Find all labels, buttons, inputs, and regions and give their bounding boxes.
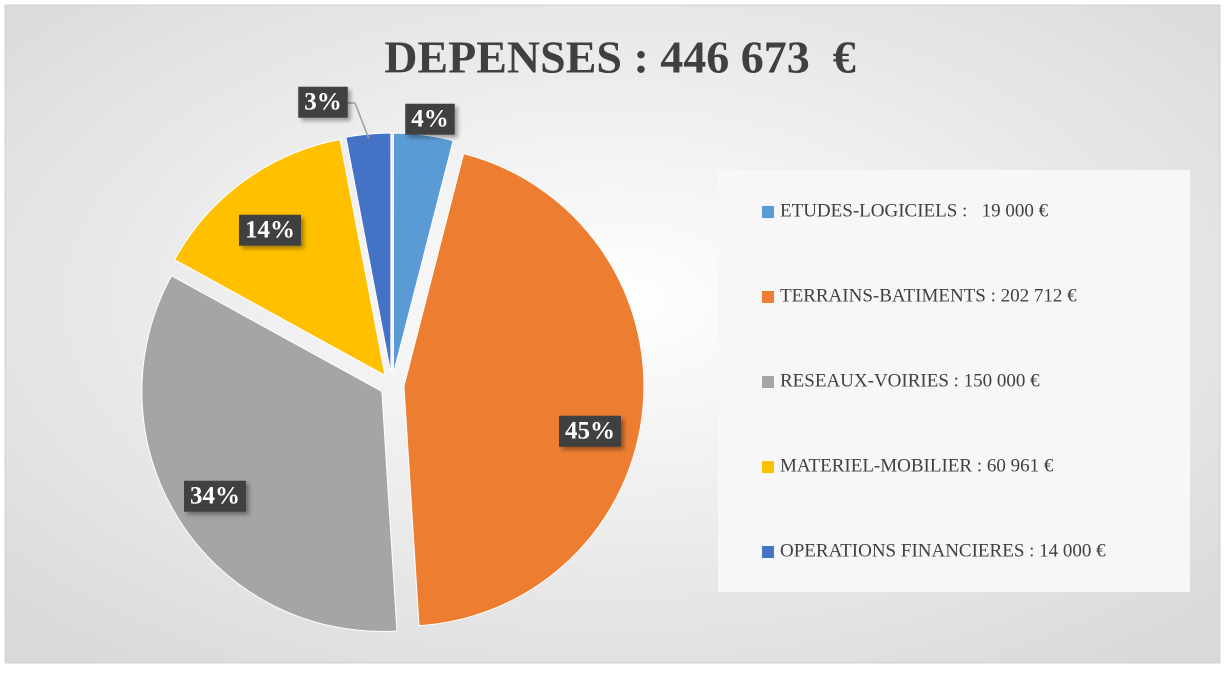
legend-swatch <box>762 546 774 558</box>
data-label-group: 14% <box>239 214 301 246</box>
pie-slice <box>345 132 392 374</box>
legend-label: ETUDES-LOGICIELS : 19 000 € <box>780 200 1049 221</box>
legend-swatch <box>762 291 774 303</box>
data-label: 14% <box>245 217 295 244</box>
data-label-group: 34% <box>184 480 246 512</box>
data-label: 3% <box>304 89 342 116</box>
pie-slice <box>403 153 645 627</box>
legend-label: TERRAINS-BATIMENTS : 202 712 € <box>780 285 1077 306</box>
data-label-box <box>298 86 348 118</box>
data-label: 34% <box>190 483 240 510</box>
legend-label: OPERATIONS FINANCIERES : 14 000 € <box>780 540 1106 561</box>
data-label: 4% <box>411 106 449 133</box>
data-label: 45% <box>565 418 615 445</box>
data-label-box <box>184 480 246 512</box>
chart-title: DEPENSES : 446 673 € <box>384 32 856 83</box>
legend-swatch <box>762 206 774 218</box>
data-label-box <box>559 415 621 447</box>
data-label-group: 45% <box>559 415 621 447</box>
data-label-group: 3% <box>298 86 348 118</box>
legend-swatch <box>762 461 774 473</box>
data-label-group: 4% <box>405 103 455 135</box>
data-label-box <box>239 214 301 246</box>
legend-box <box>718 170 1190 592</box>
legend-label: MATERIEL-MOBILIER : 60 961 € <box>780 455 1054 476</box>
legend-swatch <box>762 376 774 388</box>
leader-line <box>345 102 370 139</box>
pie-slice <box>393 132 454 374</box>
legend-label: RESEAUX-VOIRIES : 150 000 € <box>780 370 1040 391</box>
pie-slice <box>141 275 398 632</box>
data-label-box <box>405 103 455 135</box>
pie-slice <box>173 138 386 377</box>
